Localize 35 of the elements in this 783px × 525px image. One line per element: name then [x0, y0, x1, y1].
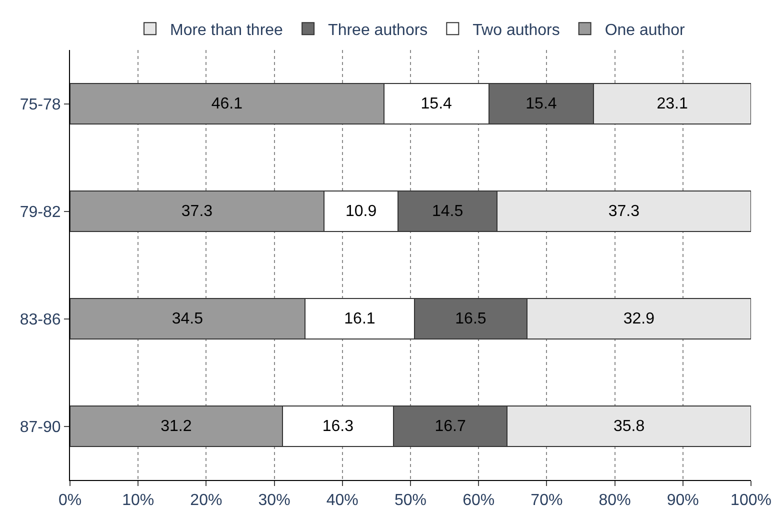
x-tick-label: 90% [666, 492, 699, 510]
legend-label: Two authors [472, 22, 560, 39]
data-label: 16.1 [344, 310, 376, 328]
x-tick-label: 30% [258, 492, 290, 510]
y-tick-label: 83-86 [20, 311, 61, 328]
x-tick-label: 50% [394, 492, 427, 510]
x-tick-label: 20% [190, 492, 222, 510]
y-tick-label: 87-90 [20, 418, 61, 436]
x-tick-label: 70% [530, 492, 563, 510]
y-tick-label: 75-78 [20, 96, 61, 114]
data-label: 37.3 [181, 202, 213, 220]
data-label: 14.5 [432, 202, 464, 220]
data-label: 15.4 [526, 95, 557, 112]
x-tick-label: 40% [326, 492, 358, 510]
x-tick-label: 10% [122, 492, 154, 510]
data-label: 37.3 [608, 202, 640, 220]
x-tick-label: 60% [462, 492, 495, 510]
data-label: 32.9 [623, 310, 655, 328]
x-tick-label: 100% [730, 492, 772, 510]
legend-label: Three authors [328, 22, 428, 39]
data-label: 16.5 [455, 310, 486, 328]
data-label: 10.9 [346, 202, 377, 220]
x-tick-label: 80% [598, 492, 631, 510]
y-tick-label: 79-82 [20, 204, 61, 221]
data-label: 35.8 [613, 418, 645, 435]
data-label: 16.3 [322, 418, 354, 435]
data-label: 34.5 [172, 310, 204, 328]
data-label: 46.1 [211, 95, 243, 112]
legend-label: One author [604, 22, 686, 39]
data-label: 15.4 [420, 95, 452, 112]
legend-label: More than three [170, 22, 284, 39]
data-label: 23.1 [656, 95, 688, 112]
data-label: 16.7 [434, 418, 466, 435]
data-label: 31.2 [160, 418, 192, 435]
x-tick-label: 0% [58, 492, 82, 510]
